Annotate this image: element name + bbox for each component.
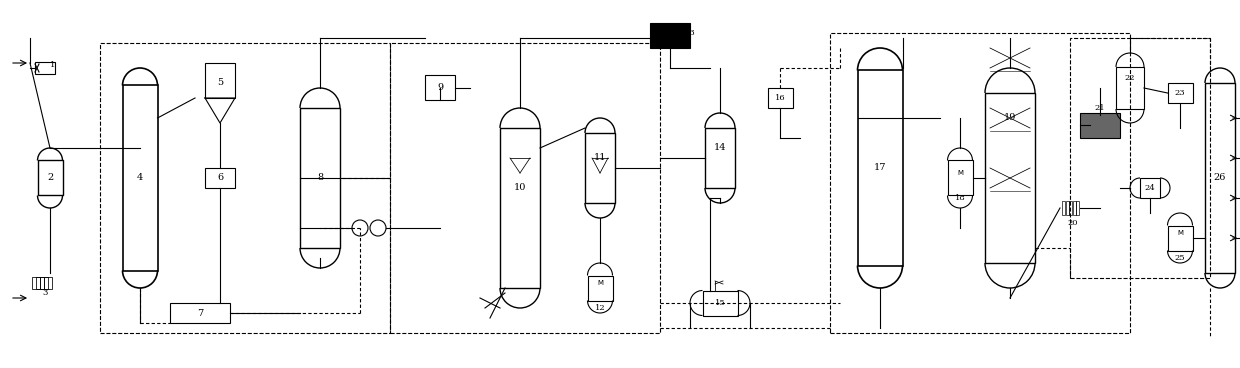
Text: 2: 2 xyxy=(47,173,53,183)
Bar xyxy=(1140,178,1159,198)
Text: 18: 18 xyxy=(955,194,966,202)
Bar xyxy=(100,43,391,333)
Text: 10: 10 xyxy=(513,184,526,192)
Bar xyxy=(1070,38,1210,278)
Bar xyxy=(425,75,455,100)
Text: 19: 19 xyxy=(1004,113,1017,123)
Bar xyxy=(985,93,1035,263)
Bar xyxy=(858,71,903,265)
Text: 14: 14 xyxy=(714,144,727,152)
Bar xyxy=(36,277,43,289)
Bar xyxy=(205,168,236,188)
Text: 17: 17 xyxy=(874,163,887,173)
Text: 11: 11 xyxy=(594,153,606,163)
Bar xyxy=(391,43,660,333)
Text: 9: 9 xyxy=(436,84,443,92)
Bar xyxy=(300,108,340,248)
Text: 16: 16 xyxy=(775,94,785,102)
Text: 12: 12 xyxy=(595,304,605,312)
Bar xyxy=(830,33,1130,333)
Text: 15: 15 xyxy=(714,299,725,307)
Bar xyxy=(1076,201,1079,215)
Bar xyxy=(585,133,615,203)
Bar xyxy=(650,23,689,48)
Bar xyxy=(1069,201,1073,215)
Text: 6: 6 xyxy=(217,173,223,183)
Text: 13: 13 xyxy=(684,29,696,37)
Text: M: M xyxy=(1177,230,1183,236)
Bar xyxy=(37,160,62,195)
Text: 1: 1 xyxy=(51,61,56,69)
Text: 4: 4 xyxy=(136,173,143,183)
Bar xyxy=(703,290,738,315)
Text: 26: 26 xyxy=(1214,173,1226,183)
Text: 23: 23 xyxy=(1174,89,1185,97)
Text: 25: 25 xyxy=(1174,254,1185,262)
Text: 5: 5 xyxy=(217,78,223,88)
Text: 8: 8 xyxy=(317,173,324,183)
Bar xyxy=(500,128,539,288)
Text: M: M xyxy=(957,170,963,176)
Bar xyxy=(32,277,40,289)
Bar xyxy=(947,160,972,195)
Bar xyxy=(588,276,613,301)
Text: 20: 20 xyxy=(1068,219,1079,227)
Bar xyxy=(768,88,792,108)
Bar xyxy=(205,63,236,98)
Bar xyxy=(1205,83,1235,273)
Bar xyxy=(1116,67,1145,109)
Text: 24: 24 xyxy=(1145,184,1156,192)
Bar xyxy=(43,277,52,289)
Text: 22: 22 xyxy=(1125,74,1136,82)
Bar xyxy=(1073,201,1075,215)
Text: M: M xyxy=(596,280,603,286)
Text: 7: 7 xyxy=(197,308,203,318)
Text: 21: 21 xyxy=(1095,104,1105,112)
Bar xyxy=(1065,201,1069,215)
Text: 3: 3 xyxy=(42,289,47,297)
Bar xyxy=(1061,201,1065,215)
Bar xyxy=(170,303,229,323)
Bar xyxy=(35,62,55,74)
Bar xyxy=(123,85,157,270)
Bar xyxy=(1168,83,1193,103)
Bar xyxy=(1168,226,1193,251)
Bar xyxy=(706,128,735,188)
Bar xyxy=(40,277,48,289)
Bar xyxy=(1080,113,1120,138)
